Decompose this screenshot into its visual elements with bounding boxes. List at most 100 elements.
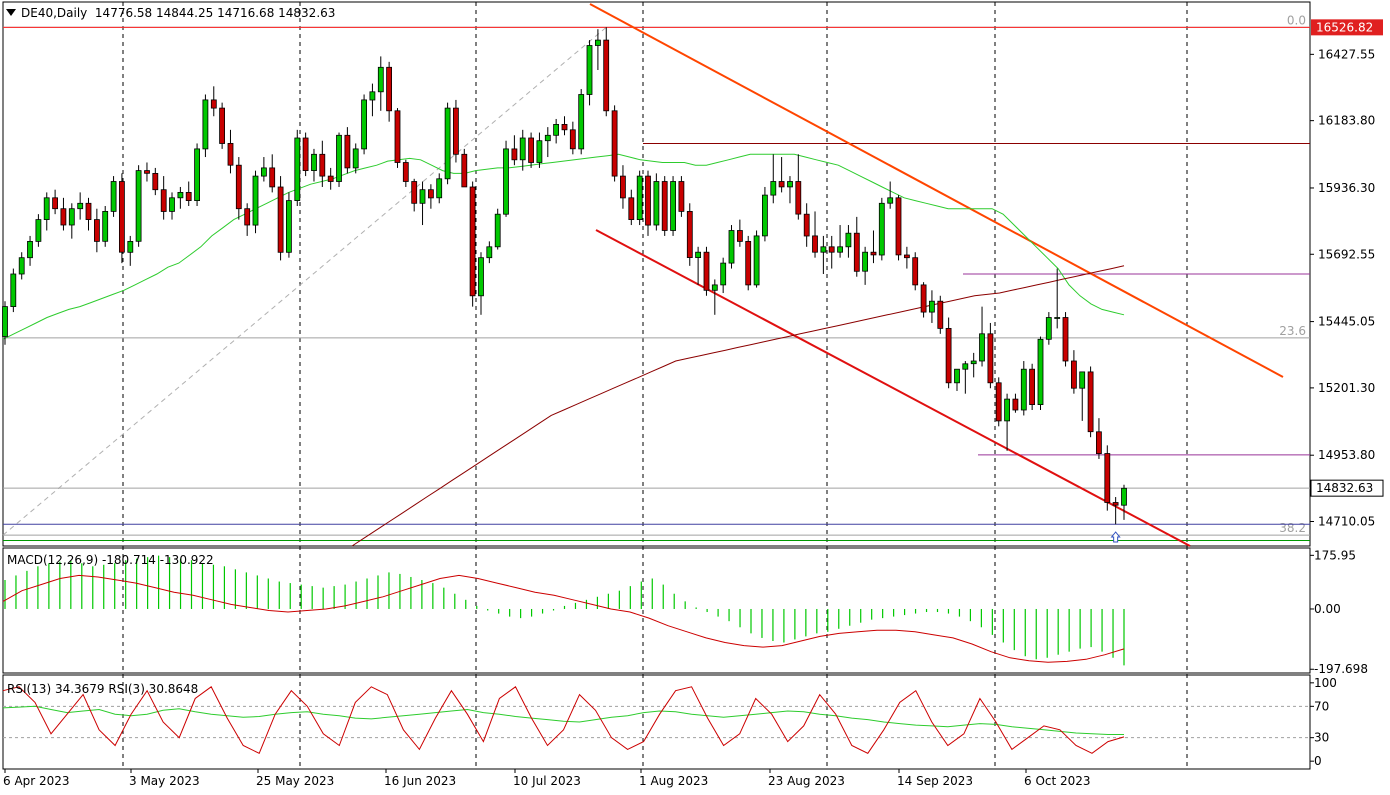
candle-body bbox=[686, 210, 693, 258]
candle-body bbox=[177, 191, 184, 199]
macd-tick-label: -197.698 bbox=[1314, 662, 1368, 676]
candle-body bbox=[845, 232, 852, 248]
candle-body bbox=[327, 175, 334, 182]
candle-body bbox=[302, 137, 309, 171]
candle-body bbox=[753, 235, 760, 286]
candle-body bbox=[52, 197, 58, 210]
candle bbox=[294, 129, 301, 206]
candle bbox=[904, 246, 910, 269]
candle-body bbox=[1045, 317, 1052, 340]
candle bbox=[720, 257, 727, 294]
candle bbox=[812, 211, 818, 258]
candle bbox=[670, 176, 676, 236]
candle-body bbox=[603, 39, 610, 112]
candle bbox=[661, 176, 668, 236]
candle-body bbox=[762, 194, 768, 237]
candle bbox=[377, 56, 384, 111]
candle bbox=[1121, 484, 1127, 520]
date-tick-label: 6 Apr 2023 bbox=[3, 774, 70, 788]
candle bbox=[536, 132, 543, 168]
candle bbox=[202, 94, 209, 158]
candle bbox=[361, 94, 368, 155]
candle-body bbox=[344, 134, 351, 169]
candle bbox=[144, 162, 150, 182]
triangle-down-icon[interactable] bbox=[6, 9, 16, 16]
candle-body bbox=[1020, 368, 1027, 411]
candle bbox=[119, 173, 125, 264]
candle-body bbox=[561, 124, 568, 131]
candle-body bbox=[553, 124, 559, 136]
fib-level-label: 23.6 bbox=[1279, 324, 1306, 338]
candle bbox=[369, 83, 376, 117]
candle-body bbox=[60, 208, 67, 226]
rsi-tick-label: 0 bbox=[1314, 754, 1322, 768]
candle bbox=[645, 170, 651, 236]
candle-body bbox=[336, 134, 342, 182]
candle-body bbox=[987, 333, 994, 384]
candle bbox=[336, 132, 342, 187]
candle bbox=[260, 157, 267, 182]
ohlc-values: 14776.58 14844.25 14716.68 14832.63 bbox=[94, 6, 336, 20]
candle bbox=[1012, 393, 1019, 413]
candle-body bbox=[494, 213, 501, 248]
candle-body bbox=[1029, 368, 1035, 406]
candle-body bbox=[452, 107, 459, 155]
candle-body bbox=[595, 39, 601, 46]
candle bbox=[620, 165, 626, 209]
candle bbox=[52, 189, 58, 215]
candle-body bbox=[544, 134, 551, 142]
upper-trendline bbox=[589, 3, 1284, 378]
axes: 16427.55 16183.80 15936.30 15692.55 15445.05… bbox=[3, 19, 1384, 788]
candle-body bbox=[611, 110, 618, 177]
candle bbox=[737, 219, 743, 247]
candle-body bbox=[269, 167, 276, 188]
candle-body bbox=[144, 170, 150, 174]
candle bbox=[10, 268, 17, 313]
price-tick-label: 15692.55 bbox=[1318, 247, 1375, 261]
candle bbox=[803, 203, 810, 247]
price-tick-label: 15445.05 bbox=[1318, 315, 1375, 329]
candle-body bbox=[185, 191, 192, 201]
candle bbox=[787, 176, 793, 204]
candle bbox=[1087, 366, 1094, 438]
candle bbox=[344, 127, 351, 174]
candle bbox=[853, 216, 860, 277]
rsi-tick-label: 100 bbox=[1314, 676, 1337, 690]
candle bbox=[987, 322, 994, 389]
candle-body bbox=[94, 219, 100, 242]
candle-body bbox=[127, 240, 134, 253]
candle-body bbox=[427, 189, 434, 199]
candle-body bbox=[411, 181, 418, 204]
candle bbox=[954, 368, 960, 391]
candle bbox=[820, 235, 827, 274]
candle bbox=[753, 230, 760, 288]
candle-body bbox=[912, 257, 919, 286]
candle bbox=[553, 118, 559, 144]
candle-body bbox=[152, 172, 159, 191]
candle bbox=[319, 140, 326, 187]
candle bbox=[402, 159, 409, 187]
rsi-fast-line bbox=[2, 686, 1125, 754]
candle-body bbox=[394, 110, 401, 163]
candle-body bbox=[787, 181, 793, 188]
candle-body bbox=[235, 164, 242, 210]
candle-body bbox=[1071, 360, 1077, 389]
candle bbox=[169, 192, 175, 220]
fib-level-label: 38.2 bbox=[1279, 521, 1306, 535]
candle-body bbox=[569, 129, 576, 150]
candle bbox=[770, 154, 777, 204]
candle bbox=[436, 173, 443, 204]
candle-body bbox=[812, 235, 818, 253]
candle-body bbox=[954, 368, 960, 384]
candle bbox=[135, 165, 142, 247]
candle bbox=[962, 361, 969, 394]
candle bbox=[311, 148, 317, 182]
candle bbox=[1079, 371, 1086, 421]
candle-body bbox=[628, 197, 635, 221]
candle-body bbox=[294, 137, 301, 201]
candle bbox=[411, 178, 418, 212]
moving-average-fast bbox=[2, 153, 1125, 340]
candle-body bbox=[244, 208, 251, 226]
candle bbox=[828, 235, 835, 269]
